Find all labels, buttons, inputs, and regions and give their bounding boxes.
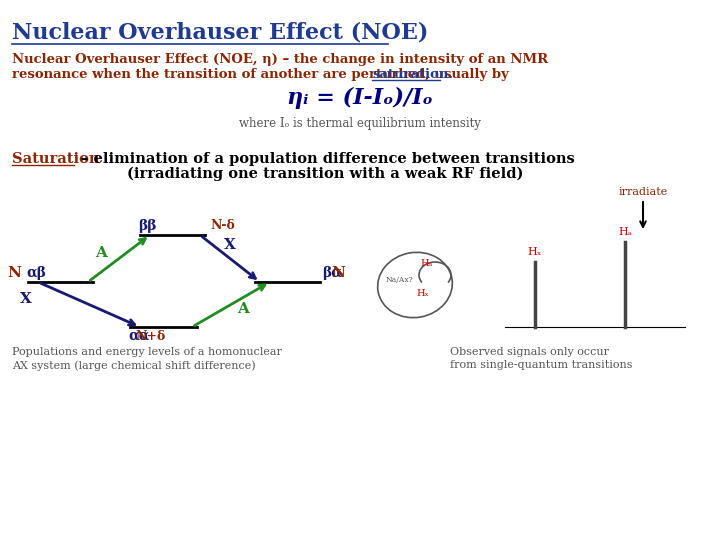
Text: resonance when the transition of another are perturbed, usually by: resonance when the transition of another… (12, 68, 513, 81)
Text: A: A (237, 302, 249, 316)
Text: Hₓ: Hₓ (528, 247, 542, 257)
Text: αα: αα (128, 329, 150, 343)
Text: X: X (224, 238, 236, 252)
Text: Saturation: Saturation (12, 152, 99, 166)
Text: Hₐ: Hₐ (421, 259, 433, 267)
Text: Nuclear Overhauser Effect (NOE): Nuclear Overhauser Effect (NOE) (12, 22, 428, 44)
Text: from single-quantum transitions: from single-quantum transitions (450, 360, 632, 370)
Text: where Iₒ is thermal equilibrium intensity: where Iₒ is thermal equilibrium intensit… (239, 117, 481, 130)
Text: X: X (20, 292, 32, 306)
Text: N+δ: N+δ (135, 330, 166, 343)
Text: ηᵢ = (I-Iₒ)/Iₒ: ηᵢ = (I-Iₒ)/Iₒ (287, 87, 433, 109)
Text: N: N (7, 266, 21, 280)
Text: A: A (95, 246, 107, 260)
Text: Hₓ: Hₓ (417, 288, 429, 298)
Text: irradiate: irradiate (618, 187, 667, 197)
Text: Observed signals only occur: Observed signals only occur (450, 347, 609, 357)
Text: Na/Ax?: Na/Ax? (386, 276, 414, 284)
Text: saturation.: saturation. (372, 68, 453, 81)
Text: N-δ: N-δ (210, 219, 235, 232)
Text: Populations and energy levels of a homonuclear: Populations and energy levels of a homon… (12, 347, 282, 357)
Text: Hₐ: Hₐ (618, 227, 632, 237)
Text: ββ: ββ (138, 219, 156, 233)
Text: αβ: αβ (26, 266, 46, 280)
Text: (irradiating one transition with a weak RF field): (irradiating one transition with a weak … (127, 167, 523, 181)
Text: Nuclear Overhauser Effect (NOE, η) – the change in intensity of an NMR: Nuclear Overhauser Effect (NOE, η) – the… (12, 53, 548, 66)
Text: βα: βα (322, 266, 342, 280)
Text: – elimination of a population difference between transitions: – elimination of a population difference… (76, 152, 575, 166)
Text: N: N (331, 266, 345, 280)
Text: AX system (large chemical shift difference): AX system (large chemical shift differen… (12, 360, 256, 370)
